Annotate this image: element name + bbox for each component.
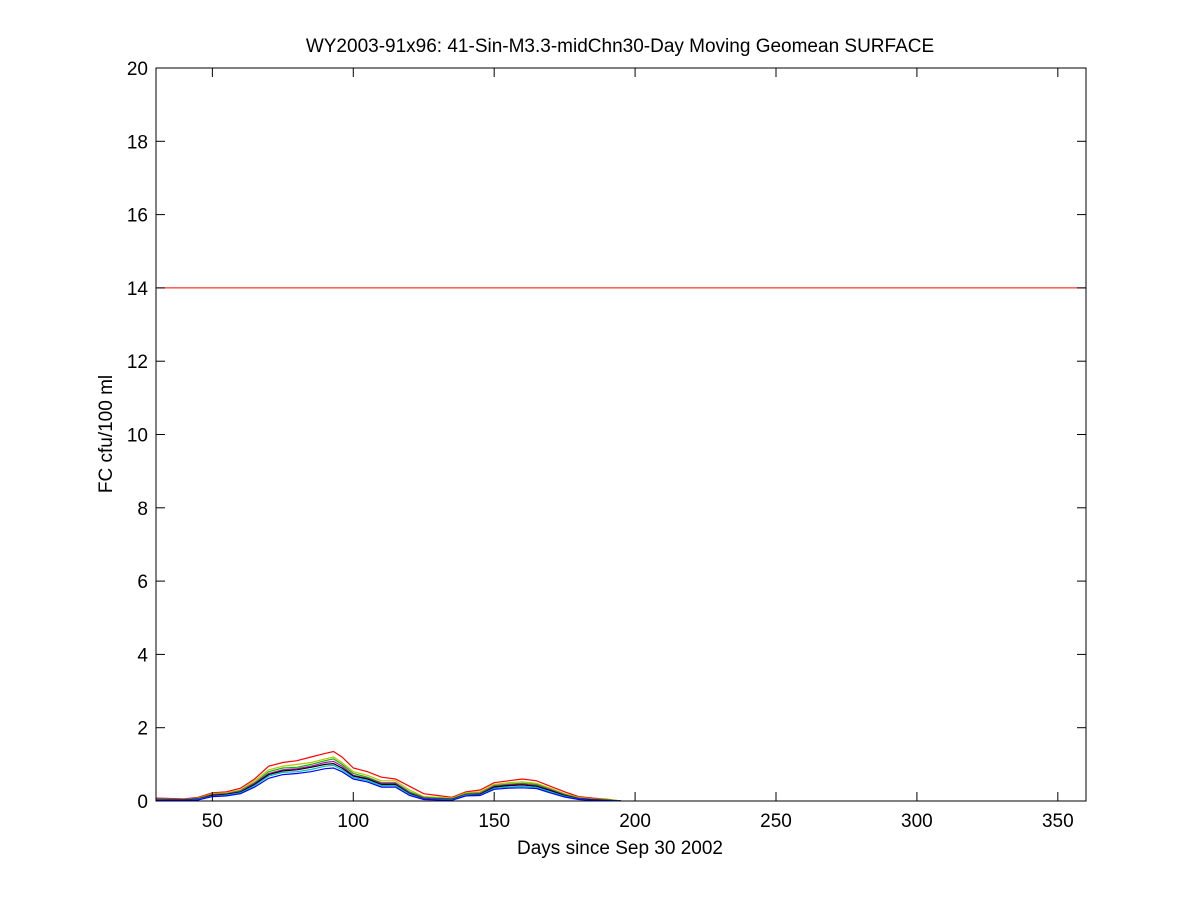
series-line-5 (156, 762, 622, 801)
x-tick-label: 200 (619, 811, 651, 832)
y-axis-label: FC cfu/100 ml (96, 375, 117, 493)
y-tick-label: 12 (127, 352, 148, 373)
x-tick-label: 250 (760, 811, 792, 832)
y-tick-label: 20 (127, 59, 148, 80)
x-tick-label: 50 (202, 811, 223, 832)
series-line-2 (156, 756, 622, 801)
y-tick-label: 4 (137, 645, 148, 666)
series-line-6 (156, 764, 622, 801)
chart-title: WY2003-91x96: 41-Sin-M3.3-midChn30-Day M… (306, 36, 934, 57)
y-tick-label: 10 (127, 426, 148, 447)
axes-layer: 50 100 150 200 250 300 350 0 2 4 6 8 10 12 14 16 18 20 (127, 59, 1087, 832)
y-tick-label: 2 (137, 719, 148, 740)
series-layer (156, 750, 622, 801)
y-tick-label: 16 (127, 206, 148, 227)
x-tick-label: 300 (901, 811, 933, 832)
axes-frame (155, 67, 1087, 802)
x-tick-label: 150 (478, 811, 510, 832)
series-line-4 (156, 760, 622, 801)
y-tick-label: 14 (127, 279, 149, 300)
x-tick-label: 100 (337, 811, 369, 832)
y-tick-label: 8 (137, 499, 148, 520)
series-line-1 (156, 750, 622, 801)
series-line-3 (156, 758, 622, 801)
x-tick-label: 350 (1042, 811, 1074, 832)
y-tick-label: 0 (137, 792, 148, 813)
y-tick-label: 6 (137, 572, 148, 593)
x-axis-label: Days since Sep 30 2002 (517, 838, 723, 859)
y-tick-label: 18 (127, 132, 148, 153)
series-line-7 (156, 767, 622, 801)
